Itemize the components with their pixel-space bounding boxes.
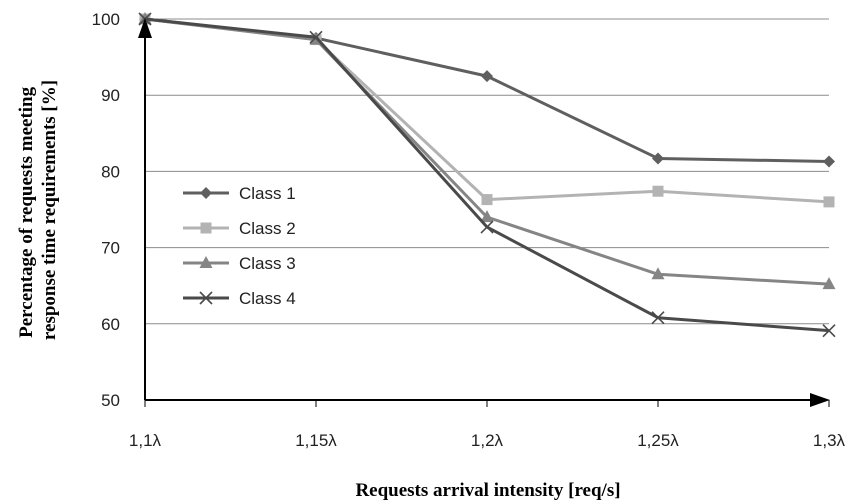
data-point-stroke <box>480 220 494 234</box>
data-point <box>199 256 213 268</box>
y-tick-label: 90 <box>101 86 120 105</box>
data-point-stroke <box>822 324 836 338</box>
series-line <box>144 17 830 286</box>
series-2 <box>139 13 835 208</box>
series-1 <box>139 13 835 168</box>
data-point-stroke <box>199 291 213 305</box>
series-lines <box>138 12 836 338</box>
legend-item: Class 1 <box>183 184 296 203</box>
data-point <box>822 277 836 290</box>
y-axis-title-line-2: response time requirements [%] <box>39 80 60 340</box>
data-point <box>652 152 664 165</box>
data-point <box>823 155 835 168</box>
legend-label: Class 4 <box>239 289 296 308</box>
legend-label: Class 2 <box>239 219 296 238</box>
data-point <box>480 210 494 223</box>
data-point <box>823 196 835 208</box>
data-point-stroke <box>309 30 323 44</box>
legend-label: Class 3 <box>239 254 296 273</box>
data-point <box>200 187 212 199</box>
data-point <box>481 194 493 206</box>
data-point <box>651 267 665 280</box>
x-tick-label: 1,15λ <box>295 431 337 450</box>
y-tick-label: 80 <box>101 162 120 181</box>
x-tick-labels: 1,1λ 1,15λ 1,2λ 1,25λ 1,3λ <box>129 400 846 450</box>
y-tick-label: 50 <box>101 391 120 410</box>
data-point <box>200 222 212 234</box>
data-point <box>481 70 493 83</box>
legend-label: Class 1 <box>239 184 296 203</box>
y-tick-label: 70 <box>101 239 120 258</box>
series-line <box>144 17 830 163</box>
legend-item: Class 4 <box>183 289 296 308</box>
gridlines <box>145 18 829 325</box>
series-4 <box>138 12 836 338</box>
x-axis-title: Requests arrival intensity [req/s] <box>355 480 620 501</box>
data-point-stroke <box>651 311 665 325</box>
series-line <box>144 17 830 204</box>
x-tick-label: 1,2λ <box>471 431 504 450</box>
axes <box>138 18 830 407</box>
x-tick-label: 1,1λ <box>129 431 162 450</box>
y-tick-labels: 50 60 70 80 90 100 <box>92 10 120 410</box>
y-axis-arrowhead <box>138 18 152 38</box>
data-point <box>480 220 494 234</box>
legend-item: Class 3 <box>183 254 296 273</box>
data-point <box>199 291 213 305</box>
data-point <box>652 185 664 197</box>
data-point <box>651 311 665 325</box>
data-point <box>822 324 836 338</box>
y-tick-label: 100 <box>92 10 120 29</box>
x-axis-arrowhead <box>810 393 830 407</box>
x-tick-label: 1,3λ <box>813 431 846 450</box>
legend: Class 1 Class 2 Class 3 Class 4 <box>183 184 296 308</box>
series-line <box>144 17 830 333</box>
legend-item: Class 2 <box>183 219 296 238</box>
y-axis-title: Percentage of requests meeting response … <box>16 80 60 340</box>
y-tick-label: 60 <box>101 315 120 334</box>
x-tick-label: 1,25λ <box>637 431 679 450</box>
y-axis-title-line-1: Percentage of requests meeting <box>16 86 37 337</box>
data-point <box>309 30 323 44</box>
